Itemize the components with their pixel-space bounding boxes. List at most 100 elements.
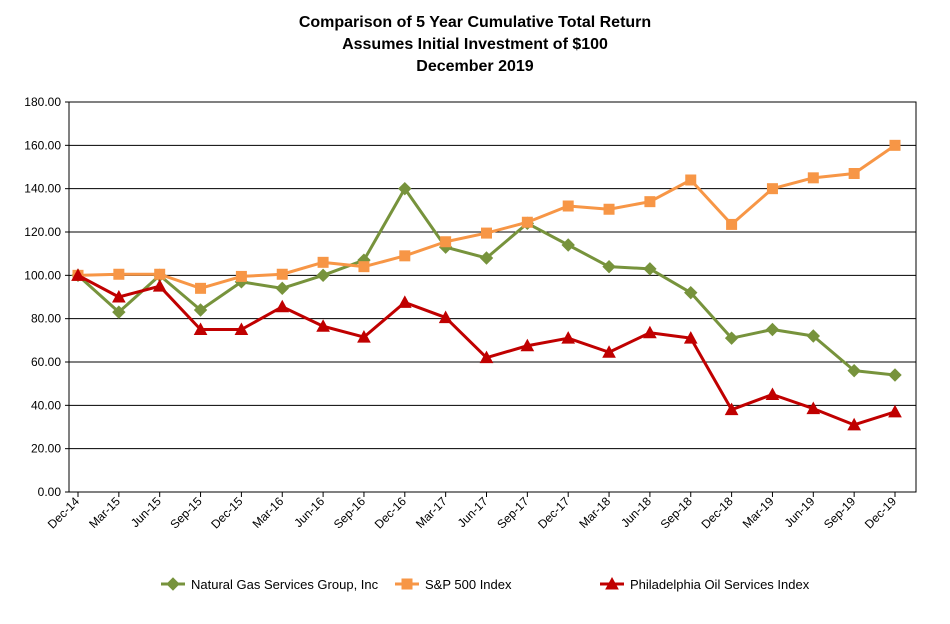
data-point-sp500 [603,203,615,215]
data-point-osx [847,417,861,431]
x-tick-label: Jun-18 [618,494,654,530]
data-point-ngs [888,368,902,382]
y-tick-label: 20.00 [31,442,61,456]
x-tick-label: Dec-16 [372,494,409,531]
data-point-ngs [316,268,330,283]
data-point-osx [520,338,535,352]
x-tick-label: Sep-15 [167,494,204,531]
x-tick-label: Sep-18 [658,494,695,531]
x-tick-label: Jun-17 [455,494,491,530]
data-point-ngs [602,259,616,274]
data-point-sp500 [317,256,329,268]
data-point-sp500 [358,261,370,273]
data-point-sp500 [807,172,819,184]
legend-marker [605,576,619,590]
x-tick-label: Sep-16 [331,494,368,531]
x-tick-label: Mar-17 [413,494,450,531]
data-point-osx [234,322,249,335]
data-point-osx [316,319,330,332]
y-tick-label: 80.00 [31,312,61,326]
data-point-sp500 [399,250,411,262]
data-point-osx [397,295,412,308]
y-tick-label: 40.00 [31,398,61,412]
legend-label: S&P 500 Index [425,577,512,592]
data-point-osx [71,268,85,281]
data-point-osx [275,299,290,313]
data-point-osx [806,401,821,415]
x-tick-label: Mar-19 [740,494,777,531]
data-point-sp500 [440,236,452,248]
data-point-ngs [561,238,575,252]
x-tick-label: Jun-16 [291,494,327,530]
data-point-osx [643,325,657,339]
data-point-osx [438,310,453,324]
legend: Natural Gas Services Group, Inc S&P 500 I… [161,576,810,592]
chart-title-line-3: December 2019 [416,58,534,75]
data-point-ngs [806,329,821,343]
data-point-ngs [479,251,494,265]
data-point-osx [683,331,698,344]
data-point-sp500 [481,227,492,239]
x-tick-label: Jun-15 [128,494,164,530]
y-tick-label: 180.00 [24,95,61,109]
data-point-ngs [112,305,126,319]
data-point-osx [479,350,494,364]
data-point-sp500 [685,174,697,186]
data-point-sp500 [521,216,533,228]
x-tick-label: Dec-18 [698,494,735,531]
data-point-sp500 [235,270,247,282]
y-tick-label: 140.00 [24,182,61,196]
data-point-osx [561,331,576,344]
data-point-sp500 [562,200,574,212]
data-point-osx [765,387,780,400]
legend-item-sp500: S&P 500 Index [395,577,512,592]
plot-area [69,102,916,492]
data-point-sp500 [113,268,125,280]
data-point-ngs [193,303,208,317]
y-tick-label: 120.00 [24,225,61,239]
x-tick-label: Dec-15 [208,494,245,531]
data-point-sp500 [154,268,166,280]
data-point-osx [602,345,616,358]
x-tick-label: Mar-16 [250,494,287,531]
data-point-sp500 [726,218,738,230]
x-tick-label: Jun-19 [782,494,818,530]
series-ngs [71,181,902,382]
data-point-ngs [724,331,739,345]
legend-label: Natural Gas Services Group, Inc [191,577,379,592]
data-point-sp500 [848,168,860,179]
x-axis: Dec-14 Mar-15 Jun-15 Sep-15 Dec-15 Mar-16 Jun-… [45,492,899,531]
data-point-osx [152,279,167,292]
data-point-osx [888,404,902,418]
legend-label: Philadelphia Oil Services Index [630,577,810,592]
series-osx [71,268,902,431]
data-point-osx [112,289,126,303]
chart-title-line-1: Comparison of 5 Year Cumulative Total Re… [299,14,651,31]
y-tick-label: 160.00 [24,138,61,152]
x-tick-label: Dec-19 [862,494,899,531]
data-point-sp500 [644,196,656,208]
data-point-sp500 [195,282,207,294]
legend-item-ngs: Natural Gas Services Group, Inc [161,577,379,592]
data-point-osx [193,322,208,335]
data-point-sp500 [889,139,901,151]
x-tick-label: Mar-15 [86,494,123,531]
data-point-ngs [847,363,861,378]
data-point-sp500 [276,268,288,280]
data-point-ngs [398,181,412,196]
legend-marker [401,578,413,590]
data-point-sp500 [766,183,778,195]
y-tick-label: 100.00 [24,268,61,282]
data-point-ngs [275,281,289,296]
legend-marker [166,577,180,591]
data-point-osx [357,330,371,343]
x-tick-label: Dec-17 [535,494,572,531]
y-tick-label: 60.00 [31,355,61,369]
y-axis: 0.00 20.00 40.00 60.00 80.00 100.00 120.00 140.… [24,95,69,499]
data-point-ngs [684,285,698,300]
chart-title-line-2: Assumes Initial Investment of $100 [342,36,608,53]
x-tick-label: Sep-17 [494,494,531,531]
data-point-osx [724,402,739,416]
x-tick-label: Sep-19 [821,494,858,531]
